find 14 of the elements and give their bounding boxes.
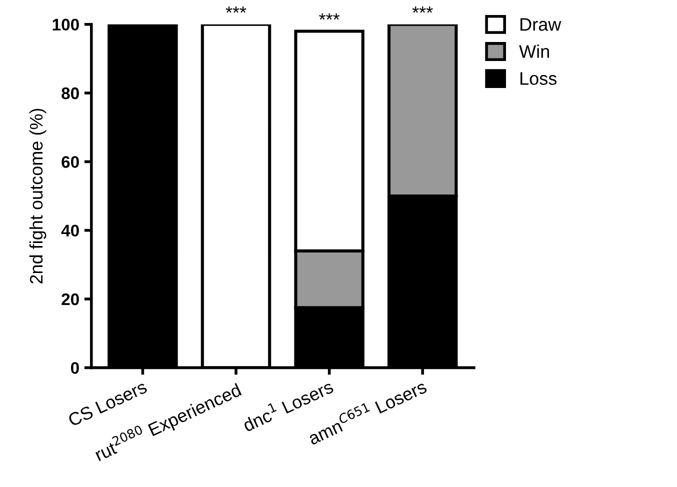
y-axis-title: 2nd fight outcome (%) xyxy=(29,108,46,284)
annotation: *** xyxy=(226,6,246,13)
annotation: *** xyxy=(319,13,340,20)
legend-label: Win xyxy=(519,44,549,58)
y-tick-label: 40 xyxy=(61,224,79,237)
y-tick-label: 80 xyxy=(62,87,79,100)
y-tick-label: 20 xyxy=(62,293,79,306)
y-tick-label: 100 xyxy=(52,18,79,31)
annotation: *** xyxy=(412,6,433,13)
legend-label: Loss xyxy=(520,72,557,85)
x-tick-label: CS Losers xyxy=(67,380,148,427)
y-tick-label: 0 xyxy=(70,362,79,374)
y-tick-label: 60 xyxy=(62,156,79,168)
legend-label: Draw xyxy=(520,18,562,31)
